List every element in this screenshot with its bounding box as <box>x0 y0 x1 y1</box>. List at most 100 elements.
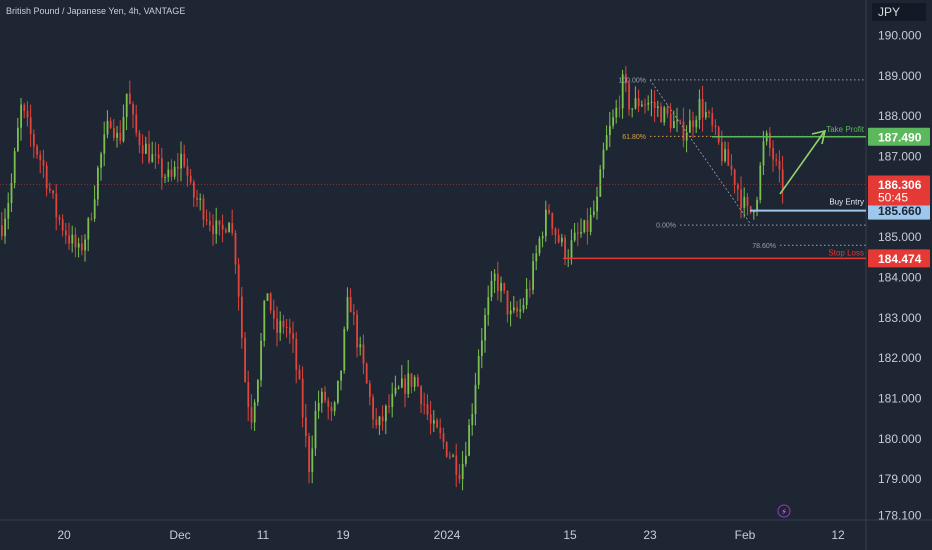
candle-body <box>746 196 749 206</box>
candle-body <box>116 132 118 138</box>
candle-body <box>487 297 490 315</box>
time-tick-label: 11 <box>257 528 270 542</box>
candle-body <box>733 169 736 185</box>
candle-body <box>61 219 64 231</box>
candle-body <box>250 407 253 423</box>
candle-body <box>33 134 35 147</box>
candle-body <box>337 380 339 403</box>
candle-body <box>90 218 93 220</box>
time-tick-label: Dec <box>169 528 190 542</box>
candle-body <box>471 413 474 425</box>
price-tick-label: 190.000 <box>878 29 922 43</box>
candle-body <box>71 234 74 244</box>
candle-body <box>554 228 557 236</box>
take-profit-label: Take Profit <box>826 125 865 134</box>
candle-body <box>186 166 189 176</box>
candle-body <box>653 101 656 109</box>
price-tick-label: 184.000 <box>878 271 922 285</box>
candle-body <box>359 344 362 348</box>
candle-body <box>253 402 256 423</box>
candle-body <box>593 211 595 216</box>
candle-body <box>212 225 214 235</box>
candle-body <box>461 463 464 479</box>
candle-body <box>330 406 333 412</box>
candle-body <box>647 102 650 105</box>
candle-body <box>538 238 541 254</box>
candle-body <box>615 107 618 118</box>
candle-body <box>183 153 186 167</box>
candle-body <box>410 373 413 387</box>
candle-body <box>618 107 621 109</box>
candle-body <box>193 181 195 198</box>
stop-loss-badge <box>868 249 930 268</box>
candle-body <box>119 132 122 142</box>
candle-body <box>529 288 531 290</box>
candle-body <box>429 414 432 424</box>
candle-body <box>55 193 58 218</box>
candle-body <box>157 154 160 159</box>
candle-body <box>311 448 314 472</box>
candle-body <box>13 151 16 184</box>
candle-body <box>477 355 480 385</box>
candle-body <box>221 224 224 230</box>
candle-body <box>151 154 154 163</box>
candle-body <box>743 196 746 209</box>
fib-level-label: 100.00% <box>618 77 646 84</box>
candle-body <box>375 419 378 426</box>
candle-body <box>349 297 352 313</box>
candle-body <box>497 273 499 292</box>
candle-body <box>381 416 384 422</box>
candle-body <box>333 402 336 412</box>
candle-body <box>273 310 275 319</box>
candle-body <box>276 318 278 333</box>
symbol-title[interactable]: British Pound / Japanese Yen, 4h, VANTAG… <box>6 6 186 16</box>
candle-body <box>532 261 534 290</box>
currency-badge[interactable]: JPY <box>872 3 926 21</box>
candle-body <box>141 145 144 154</box>
candle-body <box>23 104 26 111</box>
candle-body <box>753 211 755 213</box>
candle-body <box>589 215 592 232</box>
candle-body <box>599 169 602 197</box>
candle-body <box>87 218 90 240</box>
candle-body <box>237 264 240 297</box>
candle-body <box>205 219 208 221</box>
candle-body <box>551 213 554 229</box>
candle-body <box>81 243 83 251</box>
candle-body <box>445 442 448 457</box>
last-price-badge-text: 186.306 <box>878 178 922 192</box>
candle-body <box>125 93 128 118</box>
candle-body <box>634 98 637 109</box>
candle-body <box>602 149 605 170</box>
candle-body <box>244 337 246 383</box>
candle-body <box>177 166 179 169</box>
candle-body <box>756 199 758 212</box>
candle-body <box>490 280 493 298</box>
time-tick-label: 20 <box>57 528 71 542</box>
stop-loss-label: Stop Loss <box>828 248 864 257</box>
candle-body <box>426 404 429 415</box>
candle-body <box>775 159 778 161</box>
time-tick-label: 23 <box>643 528 657 542</box>
candle-body <box>458 474 461 479</box>
candle-body <box>218 220 221 225</box>
time-axis[interactable]: 20 Dec 11 19 2024 15 23 Feb 12 <box>57 528 845 542</box>
candle-body <box>516 307 518 312</box>
candle-body <box>74 234 77 248</box>
price-tick-label: 187.000 <box>878 150 922 164</box>
candle-body <box>413 377 416 387</box>
candle-body <box>301 378 304 418</box>
event-marker-icon[interactable] <box>777 504 791 518</box>
fib-trend-line <box>649 79 751 224</box>
candles <box>1 66 784 491</box>
candle-body <box>564 237 566 259</box>
price-tick-label: 179.000 <box>878 472 922 486</box>
candle-body <box>465 455 467 464</box>
projection-arrow-head <box>811 129 827 145</box>
candle-body <box>58 217 61 220</box>
price-tick-label: 183.000 <box>878 311 922 325</box>
candle-body <box>20 104 22 128</box>
time-tick-label: 15 <box>563 528 577 542</box>
